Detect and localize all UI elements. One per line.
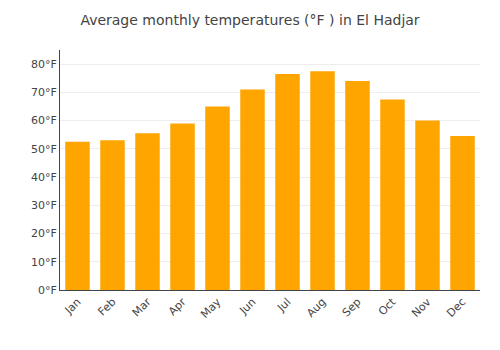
svg-text:Average monthly temperatures (: Average monthly temperatures (°F ) in El… — [80, 12, 419, 28]
svg-text:May: May — [198, 295, 224, 321]
svg-text:50°F: 50°F — [31, 143, 57, 156]
svg-text:Apr: Apr — [166, 295, 189, 318]
svg-text:80°F: 80°F — [31, 58, 57, 71]
svg-text:Oct: Oct — [376, 295, 399, 318]
svg-text:Sep: Sep — [340, 296, 364, 320]
svg-text:Dec: Dec — [444, 296, 468, 320]
svg-text:10°F: 10°F — [31, 256, 57, 269]
svg-text:40°F: 40°F — [31, 171, 57, 184]
svg-text:Feb: Feb — [96, 296, 119, 319]
svg-text:Jun: Jun — [236, 295, 258, 317]
svg-text:Jan: Jan — [62, 296, 84, 318]
svg-text:20°F: 20°F — [31, 227, 57, 240]
svg-text:0°F: 0°F — [38, 284, 57, 297]
svg-text:30°F: 30°F — [31, 199, 57, 212]
svg-text:Aug: Aug — [304, 296, 328, 320]
svg-text:Jul: Jul — [274, 296, 293, 315]
svg-text:Nov: Nov — [409, 295, 434, 320]
svg-text:60°F: 60°F — [31, 114, 57, 127]
svg-text:Mar: Mar — [130, 295, 154, 319]
svg-text:70°F: 70°F — [31, 86, 57, 99]
